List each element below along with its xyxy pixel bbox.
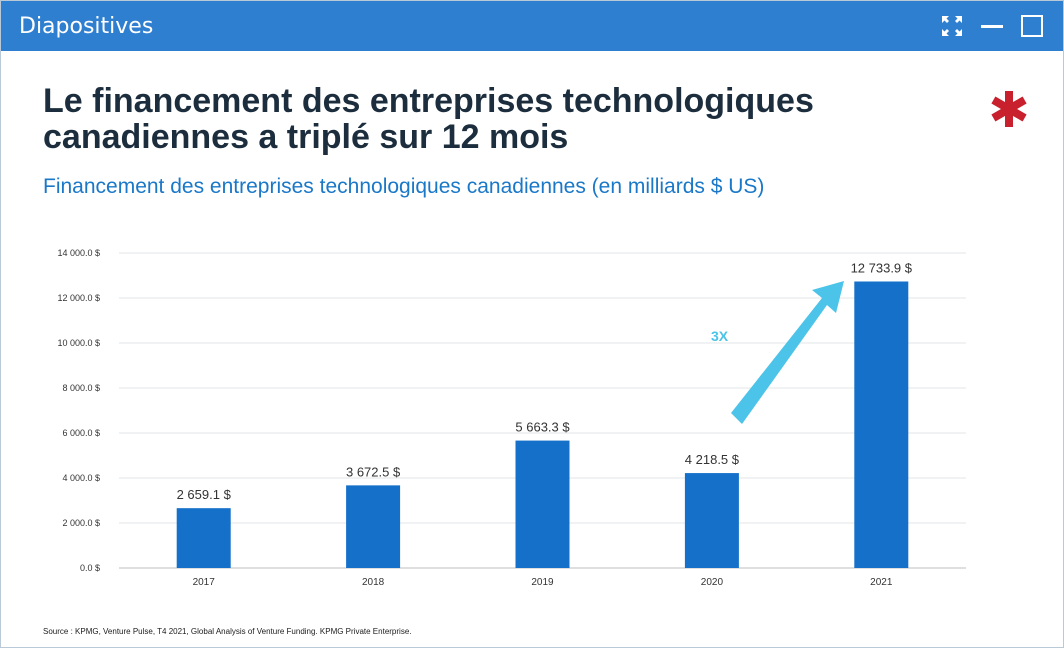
minimize-icon[interactable]: [979, 13, 1005, 39]
y-tick-label: 4 000.0 $: [62, 473, 100, 483]
slide-title-line-1: Le financement des entreprises technolog…: [43, 82, 814, 120]
data-label: 5 663.3 $: [515, 420, 570, 435]
window-controls: [939, 13, 1045, 39]
slide-title: Le financement des entreprises technolog…: [43, 83, 943, 155]
y-tick-label: 2 000.0 $: [62, 518, 100, 528]
red-asterisk-icon: [991, 91, 1027, 127]
window-titlebar: Diapositives: [1, 1, 1063, 51]
y-tick-label: 8 000.0 $: [62, 383, 100, 393]
bar-2017: [176, 508, 231, 568]
slide-title-line-2: canadiennes a triplé sur 12 mois: [43, 118, 569, 156]
x-tick-label: 2017: [193, 577, 216, 588]
bar-2019: [515, 440, 570, 568]
y-tick-label: 10 000.0 $: [57, 338, 100, 348]
y-tick-label: 6 000.0 $: [62, 428, 100, 438]
funding-bar-chart: 0.0 $ 2 000.0 $ 4 000.0 $ 6 000.0 $ 8 000.0 …: [57, 248, 966, 588]
window-title: Diapositives: [19, 14, 154, 39]
chart-subtitle: Financement des entreprises technologiqu…: [43, 175, 765, 198]
x-tick-label: 2019: [531, 577, 554, 588]
x-tick-label: 2020: [701, 577, 724, 588]
x-tick-label: 2018: [362, 577, 385, 588]
bar-2018: [346, 485, 401, 568]
y-tick-label: 14 000.0 $: [57, 248, 100, 258]
data-label: 2 659.1 $: [177, 487, 232, 502]
multiplier-label: 3X: [711, 328, 729, 344]
y-tick-label: 0.0 $: [80, 563, 100, 573]
growth-arrow-icon: [731, 281, 844, 424]
data-label: 12 733.9 $: [851, 260, 913, 275]
maximize-icon[interactable]: [1019, 13, 1045, 39]
y-tick-label: 12 000.0 $: [57, 293, 100, 303]
data-label: 4 218.5 $: [685, 452, 740, 467]
bar-2020: [684, 473, 739, 568]
expand-icon[interactable]: [939, 13, 965, 39]
x-tick-label: 2021: [870, 577, 893, 588]
bar-2021: [854, 281, 909, 568]
source-note: Source : KPMG, Venture Pulse, T4 2021, G…: [43, 627, 412, 636]
data-label: 3 672.5 $: [346, 464, 401, 479]
